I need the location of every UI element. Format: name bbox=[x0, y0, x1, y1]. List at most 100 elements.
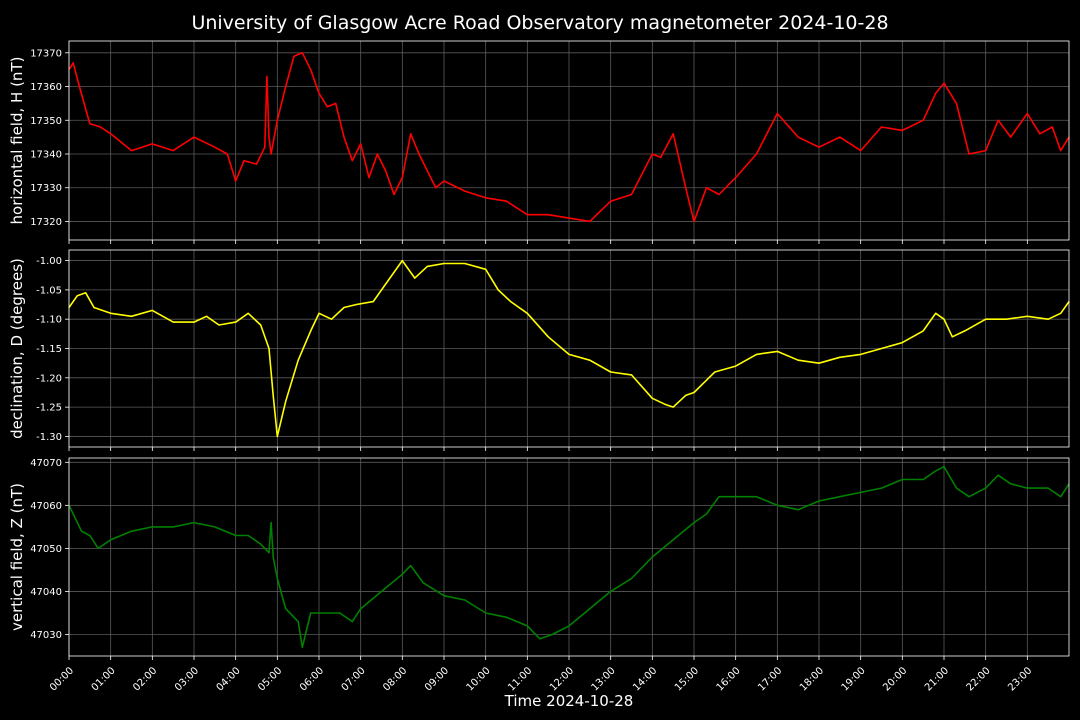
data-point bbox=[97, 547, 99, 550]
data-point bbox=[755, 353, 758, 355]
data-point bbox=[672, 133, 674, 135]
data-point bbox=[568, 353, 570, 355]
data-point bbox=[922, 330, 924, 332]
data-point bbox=[264, 146, 266, 148]
data-point bbox=[318, 312, 320, 314]
y-tick-label: 47060 bbox=[30, 501, 62, 512]
data-point bbox=[85, 292, 87, 294]
data-point bbox=[651, 397, 653, 399]
data-point bbox=[330, 318, 333, 320]
data-point bbox=[672, 539, 674, 541]
data-point bbox=[1060, 496, 1062, 498]
data-point bbox=[410, 565, 412, 567]
data-point bbox=[839, 356, 841, 358]
data-point bbox=[526, 625, 528, 627]
y-tick-label: 17370 bbox=[30, 48, 62, 59]
data-point bbox=[1010, 136, 1012, 138]
data-point bbox=[443, 595, 445, 597]
data-point bbox=[443, 180, 445, 182]
data-point bbox=[1060, 312, 1062, 314]
data-point bbox=[797, 136, 799, 138]
data-point bbox=[285, 85, 287, 88]
data-point bbox=[435, 187, 437, 189]
data-point bbox=[214, 146, 216, 148]
y-tick-label: -1.30 bbox=[36, 432, 62, 443]
data-point bbox=[797, 509, 799, 511]
data-point bbox=[172, 150, 174, 152]
data-point bbox=[610, 590, 612, 593]
y-axis-label: vertical field, Z (nT) bbox=[8, 483, 26, 631]
data-point bbox=[464, 599, 466, 601]
data-point bbox=[297, 621, 299, 623]
data-point bbox=[718, 496, 720, 498]
data-point bbox=[935, 312, 937, 314]
data-point bbox=[376, 153, 378, 155]
data-point bbox=[1010, 483, 1012, 485]
data-point bbox=[610, 200, 612, 202]
data-point bbox=[72, 62, 74, 64]
data-point bbox=[505, 616, 508, 618]
y-tick-label: 17330 bbox=[30, 183, 62, 194]
y-axis-label: declination, D (degrees) bbox=[8, 258, 26, 439]
data-point bbox=[818, 362, 820, 364]
data-point bbox=[360, 143, 362, 145]
data-point bbox=[318, 92, 320, 94]
data-point bbox=[76, 295, 78, 297]
data-point bbox=[89, 534, 91, 537]
data-point bbox=[685, 187, 687, 189]
data-point bbox=[951, 336, 953, 338]
data-point bbox=[226, 153, 228, 155]
data-point bbox=[151, 309, 153, 311]
data-point bbox=[99, 126, 101, 128]
data-point bbox=[880, 126, 883, 128]
data-point bbox=[539, 638, 541, 640]
data-point bbox=[401, 260, 403, 262]
data-point bbox=[551, 633, 553, 636]
data-point bbox=[151, 143, 153, 145]
panel-1: 17320 17330 17340 17350 17360 17370 horizontal… bbox=[8, 40, 1070, 244]
data-point bbox=[1026, 112, 1028, 115]
data-point bbox=[735, 496, 737, 498]
data-point bbox=[718, 193, 720, 196]
data-point bbox=[401, 573, 403, 575]
data-point bbox=[214, 526, 216, 528]
data-point bbox=[110, 539, 112, 541]
data-point bbox=[205, 315, 208, 317]
data-point bbox=[1026, 315, 1028, 317]
data-point bbox=[997, 474, 999, 476]
data-point bbox=[630, 374, 633, 376]
data-point bbox=[266, 75, 268, 77]
data-point bbox=[955, 487, 958, 489]
data-point bbox=[997, 119, 999, 121]
data-point bbox=[589, 359, 591, 361]
data-point bbox=[693, 220, 695, 222]
data-point bbox=[130, 315, 133, 317]
data-point bbox=[243, 160, 245, 162]
y-tick-label: 17320 bbox=[30, 217, 62, 228]
data-point bbox=[401, 177, 403, 179]
data-point bbox=[776, 504, 778, 506]
chart-panels: 17320 17330 17340 17350 17360 17370 horizontal… bbox=[8, 40, 1070, 660]
data-point bbox=[901, 129, 903, 131]
data-point bbox=[260, 543, 262, 545]
data-point bbox=[276, 435, 278, 437]
y-tick-label: 17340 bbox=[30, 149, 62, 160]
data-point bbox=[301, 646, 303, 649]
data-point bbox=[1026, 487, 1028, 489]
data-point bbox=[343, 136, 345, 138]
y-tick-label: 17360 bbox=[30, 82, 62, 93]
panel-frame bbox=[68, 457, 1070, 657]
data-point bbox=[110, 133, 112, 135]
data-point bbox=[985, 487, 987, 489]
data-point bbox=[310, 612, 312, 614]
data-point bbox=[968, 496, 970, 498]
data-point bbox=[301, 52, 303, 54]
data-point bbox=[235, 534, 237, 537]
y-tick-label: -1.20 bbox=[36, 373, 62, 384]
y-tick-label: 47070 bbox=[30, 458, 62, 469]
data-point bbox=[74, 517, 76, 519]
y-tick-label: 47030 bbox=[30, 630, 62, 641]
data-point bbox=[318, 612, 320, 614]
data-point bbox=[510, 301, 512, 303]
